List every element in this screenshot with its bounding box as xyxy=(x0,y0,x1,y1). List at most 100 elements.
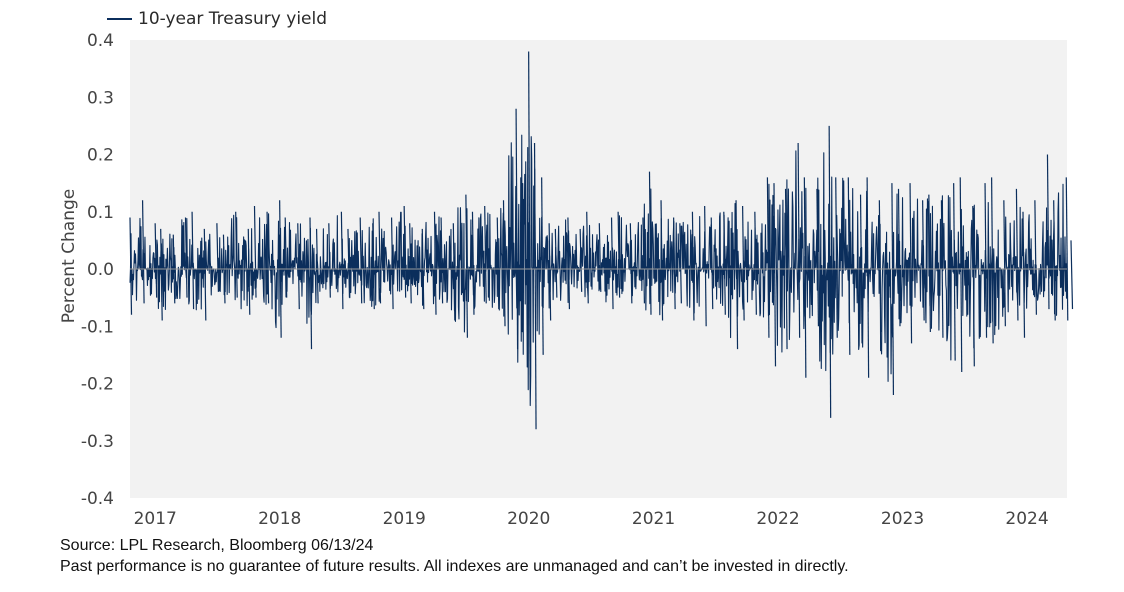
series-spike xyxy=(203,228,207,321)
series-spike xyxy=(586,211,589,304)
disclaimer-note: Past performance is no guarantee of futu… xyxy=(60,558,849,575)
series-spike xyxy=(803,177,807,378)
series-spike xyxy=(141,200,145,304)
series-spike xyxy=(554,228,558,298)
series-spike xyxy=(847,177,851,355)
series-spike xyxy=(835,177,838,338)
x-axis: 2017 2018 2019 2020 2021 2022 2023 2024 xyxy=(134,509,1049,529)
series-spike xyxy=(598,223,602,292)
series-spike xyxy=(610,217,614,310)
series-spike xyxy=(160,228,163,321)
series-spike xyxy=(1065,177,1069,321)
series-spike xyxy=(972,206,975,367)
series-spike xyxy=(909,183,913,344)
x-tick-label: 2022 xyxy=(756,509,799,529)
series-spike xyxy=(266,211,270,304)
series-spike xyxy=(567,217,571,310)
series-spike xyxy=(184,217,188,298)
series-spike xyxy=(1034,200,1037,315)
series-spike xyxy=(579,228,583,292)
series-spike xyxy=(642,217,646,304)
series-spike xyxy=(660,200,664,321)
y-tick-label: 0.1 xyxy=(87,203,114,223)
series-spike xyxy=(409,223,412,304)
x-tick-label: 2024 xyxy=(1005,509,1048,529)
series-spike xyxy=(928,194,931,332)
series-spike xyxy=(679,223,682,304)
series-spike xyxy=(704,206,707,327)
series-spike xyxy=(471,211,475,315)
series-spike xyxy=(496,217,500,310)
series-spike xyxy=(984,183,988,338)
series-spike xyxy=(502,200,506,327)
series-spike xyxy=(629,223,633,304)
series-spike xyxy=(691,211,695,321)
series-spike xyxy=(891,183,895,395)
series-spike xyxy=(723,211,726,315)
legend-label: 10-year Treasury yield xyxy=(138,9,328,29)
y-tick-label: -0.4 xyxy=(81,489,114,509)
x-tick-label: 2023 xyxy=(881,509,924,529)
series-spike xyxy=(328,223,331,298)
x-tick-label: 2018 xyxy=(258,509,301,529)
series-spike xyxy=(673,217,676,310)
x-tick-label: 2020 xyxy=(507,509,550,529)
series-spike xyxy=(991,177,994,344)
series-spike xyxy=(309,217,313,350)
x-tick-label: 2019 xyxy=(383,509,426,529)
series-spike xyxy=(548,223,552,321)
series-spike xyxy=(347,228,351,298)
series-spike xyxy=(315,228,319,304)
series-spike xyxy=(735,200,739,350)
series-spike xyxy=(754,211,757,315)
y-tick-label: -0.3 xyxy=(81,432,114,452)
legend: 10-year Treasury yield xyxy=(107,9,327,29)
y-axis: 0.4 0.3 0.2 0.1 0.0 -0.1 -0.2 -0.3 -0.4 xyxy=(81,31,114,509)
y-tick-label: -0.1 xyxy=(81,317,114,337)
series-spike xyxy=(515,108,519,350)
series-spike xyxy=(452,223,456,321)
series-spike xyxy=(284,217,288,298)
series-spike xyxy=(372,223,375,310)
series-spike xyxy=(533,143,537,430)
series-spike xyxy=(191,211,195,310)
series-spike xyxy=(235,211,238,298)
series-spike xyxy=(897,188,901,327)
series-spike xyxy=(866,177,870,378)
y-tick-label: 0.0 xyxy=(87,260,114,280)
series-spike xyxy=(154,223,158,298)
x-tick-label: 2017 xyxy=(134,509,177,529)
x-tick-label: 2021 xyxy=(632,509,675,529)
series-spike xyxy=(297,223,300,310)
series-spike xyxy=(541,177,544,355)
y-axis-label: Percent Change xyxy=(59,189,79,323)
series-spike xyxy=(797,143,801,338)
series-spike xyxy=(433,211,437,315)
series-spike xyxy=(828,125,832,418)
series-spike xyxy=(742,206,745,321)
series-spike xyxy=(1053,200,1056,321)
series-spike xyxy=(1046,154,1050,310)
series-spike xyxy=(247,228,251,315)
source-note: Source: LPL Research, Bloomberg 06/13/24 xyxy=(60,537,374,554)
series-spike xyxy=(216,223,219,292)
series-spike xyxy=(1015,188,1019,321)
series-spike xyxy=(253,206,257,298)
series-spike xyxy=(403,206,407,298)
y-tick-label: 0.4 xyxy=(87,31,114,51)
series-spike xyxy=(378,211,382,304)
series-spike xyxy=(440,217,444,304)
series-spike xyxy=(340,211,344,310)
series-spike xyxy=(878,200,882,332)
series-spike xyxy=(953,183,956,361)
yield-change-chart: 0.4 0.3 0.2 0.1 0.0 -0.1 -0.2 -0.3 -0.4 2017 2018… xyxy=(59,31,1074,529)
series-spike xyxy=(528,51,531,390)
y-tick-label: -0.2 xyxy=(81,375,114,395)
series-spike xyxy=(959,177,963,373)
series-spike xyxy=(617,211,621,298)
legend-swatch xyxy=(107,18,132,20)
series-spike xyxy=(922,200,925,321)
series-spike xyxy=(465,194,468,338)
series-spike xyxy=(816,188,820,327)
series-spike xyxy=(1022,211,1026,338)
